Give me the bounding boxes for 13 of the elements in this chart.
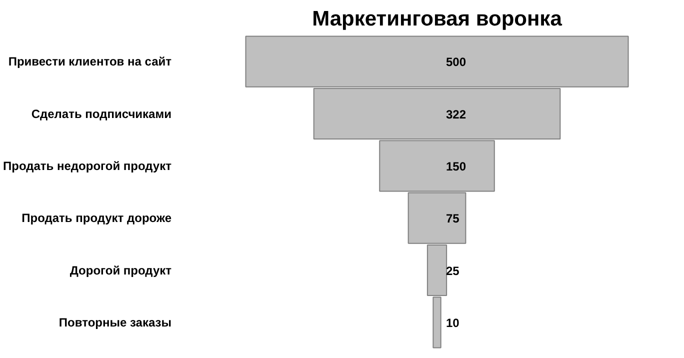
category-label: Продать продукт дороже	[22, 211, 172, 226]
data-label: 75	[446, 212, 460, 226]
data-label: 150	[446, 159, 466, 174]
text: Маркетинговая воронка	[312, 8, 562, 30]
category-label: Дорогой продукт	[70, 263, 172, 278]
data-label: 500	[446, 55, 466, 70]
data-label: 322	[446, 107, 466, 122]
data-label: 10	[446, 316, 460, 330]
category-label: Сделать подписчиками	[31, 106, 172, 121]
category-label: Привести клиентов на сайт	[8, 54, 172, 69]
category-label: Продать недорогой продукт	[3, 158, 172, 173]
data-label: 25	[446, 264, 460, 278]
category-label: Повторные заказы	[58, 315, 172, 330]
